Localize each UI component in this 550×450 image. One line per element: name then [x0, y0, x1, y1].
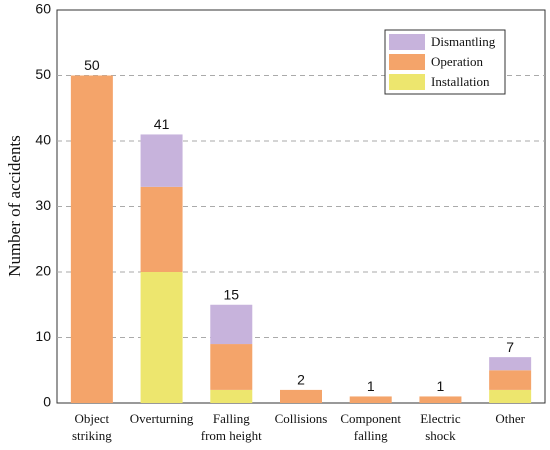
total-label: 1 [437, 378, 445, 394]
x-tick-label: Falling from height [201, 411, 262, 443]
legend-label: Installation [431, 74, 490, 89]
bar-segment [70, 75, 113, 403]
legend-label: Dismantling [431, 34, 496, 49]
bar-segment [349, 396, 392, 403]
bar-segment [140, 272, 183, 403]
x-tick-label: Electric shock [420, 411, 461, 443]
y-tick-label: 20 [35, 263, 51, 279]
y-tick-label: 60 [35, 1, 51, 17]
x-tick-label: Object striking [72, 411, 112, 443]
bar-segment [210, 389, 253, 403]
bar-segment [489, 370, 532, 390]
bar-segment [419, 396, 462, 403]
total-label: 41 [154, 116, 170, 132]
legend-swatch [389, 74, 425, 90]
bar-segment [140, 134, 183, 187]
x-tick-label: Other [495, 411, 525, 426]
total-label: 7 [506, 339, 514, 355]
total-label: 15 [223, 286, 239, 302]
y-tick-label: 10 [35, 328, 51, 344]
y-tick-label: 30 [35, 197, 51, 213]
legend-swatch [389, 34, 425, 50]
x-tick-label: Component falling [340, 411, 401, 443]
total-label: 2 [297, 372, 305, 388]
total-label: 1 [367, 378, 375, 394]
legend-swatch [389, 54, 425, 70]
bar-segment [280, 389, 322, 403]
y-tick-label: 0 [43, 394, 51, 410]
y-tick-label: 40 [35, 132, 51, 148]
bar-segment [140, 186, 183, 272]
y-axis-label: Number of accidents [5, 135, 24, 277]
bar-segment [489, 389, 532, 403]
x-tick-label: Collisions [275, 411, 328, 426]
bar-segment [210, 344, 253, 390]
x-tick-label: Overturning [130, 411, 194, 426]
bar-segment [210, 304, 253, 345]
y-tick-label: 50 [35, 66, 51, 82]
legend-label: Operation [431, 54, 483, 69]
total-label: 50 [84, 57, 100, 73]
bar-segment [489, 357, 532, 371]
